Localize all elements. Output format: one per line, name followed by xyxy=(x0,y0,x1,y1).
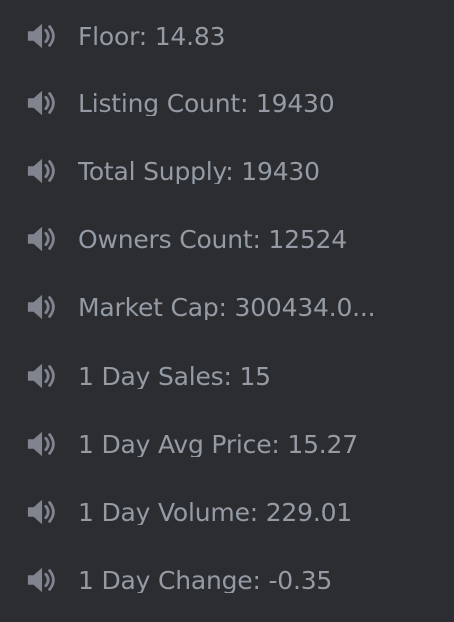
voice-channel-1-day-change[interactable]: 1 Day Change: -0.35 xyxy=(16,554,446,606)
channel-label: Listing Count: 19430 xyxy=(78,90,335,116)
voice-channel-listing-count[interactable]: Listing Count: 19430 xyxy=(16,77,446,129)
speaker-icon xyxy=(16,18,60,54)
voice-channel-1-day-sales[interactable]: 1 Day Sales: 15 xyxy=(16,350,446,402)
speaker-icon xyxy=(16,289,60,325)
speaker-icon xyxy=(16,85,60,121)
channel-label: 1 Day Avg Price: 15.27 xyxy=(78,431,358,457)
voice-channel-1-day-volume[interactable]: 1 Day Volume: 229.01 xyxy=(16,486,446,538)
speaker-icon xyxy=(16,358,60,394)
channel-label: Total Supply: 19430 xyxy=(78,158,320,184)
voice-channel-market-cap[interactable]: Market Cap: 300434.0... xyxy=(16,281,446,333)
channel-label: Market Cap: 300434.0... xyxy=(78,294,376,320)
voice-channel-floor[interactable]: Floor: 14.83 xyxy=(16,10,446,62)
speaker-icon xyxy=(16,426,60,462)
channel-label: 1 Day Volume: 229.01 xyxy=(78,499,352,525)
channel-label: 1 Day Change: -0.35 xyxy=(78,567,333,593)
speaker-icon xyxy=(16,221,60,257)
channel-label: 1 Day Sales: 15 xyxy=(78,363,271,389)
voice-channel-owners-count[interactable]: Owners Count: 12524 xyxy=(16,213,446,265)
voice-channel-1-day-avg-price[interactable]: 1 Day Avg Price: 15.27 xyxy=(16,418,446,470)
channel-label: Owners Count: 12524 xyxy=(78,226,347,252)
voice-channel-total-supply[interactable]: Total Supply: 19430 xyxy=(16,145,446,197)
speaker-icon xyxy=(16,153,60,189)
channel-label: Floor: 14.83 xyxy=(78,23,226,49)
speaker-icon xyxy=(16,494,60,530)
speaker-icon xyxy=(16,562,60,598)
